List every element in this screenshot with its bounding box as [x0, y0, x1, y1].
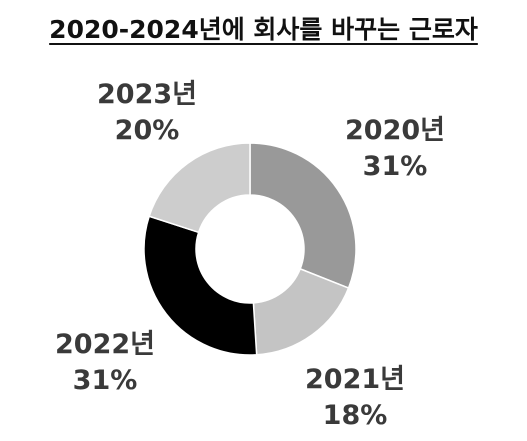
slice-value-2020: 31% — [362, 151, 428, 182]
donut-slice-2022 — [143, 215, 258, 356]
slice-category-2022: 2022년 — [55, 329, 155, 360]
slice-label-2023: 2023년 20% — [82, 77, 212, 149]
slice-category-2021: 2021년 — [305, 364, 405, 395]
slice-value-2021: 18% — [322, 400, 388, 431]
donut-slice-2023 — [148, 142, 251, 234]
slice-category-2023: 2023년 — [97, 79, 197, 110]
chart-title: 2020-2024년에 회사를 바꾸는 근로자 — [49, 15, 478, 44]
donut-slice-2020 — [249, 142, 357, 289]
slice-value-2023: 20% — [114, 115, 180, 146]
slice-label-2021: 2021년 18% — [290, 362, 420, 434]
slice-value-2022: 31% — [72, 365, 138, 396]
slice-label-2020: 2020년 31% — [330, 113, 460, 185]
slice-category-2020: 2020년 — [345, 115, 445, 146]
slice-label-2022: 2022년 31% — [40, 327, 170, 399]
donut-slice-2021 — [252, 267, 350, 356]
